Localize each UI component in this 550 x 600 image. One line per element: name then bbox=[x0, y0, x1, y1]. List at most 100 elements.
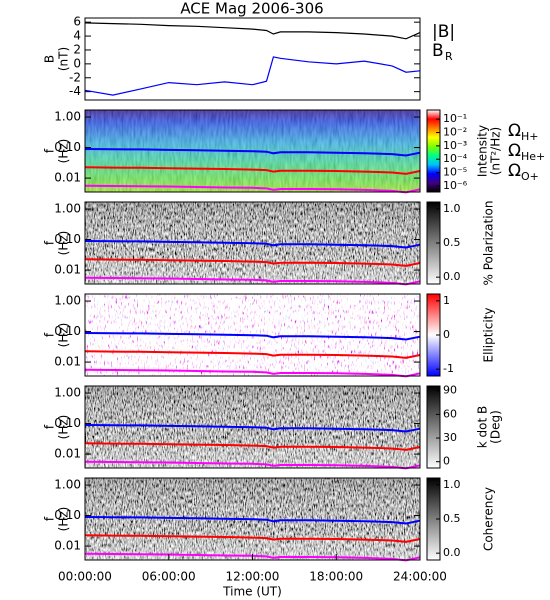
y-axis-label: f bbox=[43, 516, 57, 521]
y-tick-label: 0.01 bbox=[54, 447, 81, 461]
legend-label: |B| bbox=[432, 22, 455, 42]
plot-frame bbox=[84, 385, 421, 469]
colorbar-tick-label: 0 bbox=[443, 328, 450, 341]
x-tick-label: 18:00:00 bbox=[309, 570, 363, 584]
series-line bbox=[84, 240, 421, 249]
y-tick-label: 1.00 bbox=[54, 478, 81, 492]
colorbar-tick-label: 0.0 bbox=[443, 270, 461, 283]
series-line bbox=[84, 148, 421, 157]
y-axis-label: (Hz) bbox=[57, 415, 71, 440]
y-tick-label: 0.10 bbox=[54, 140, 81, 154]
y-tick-label: 1.00 bbox=[54, 294, 81, 308]
plot-frame bbox=[84, 17, 421, 101]
series-line bbox=[84, 166, 421, 175]
colorbar-tick-label: 60 bbox=[443, 407, 457, 420]
colorbar-tick-label: 30 bbox=[443, 431, 457, 444]
series-line bbox=[84, 460, 421, 470]
y-tick-label: -2 bbox=[69, 70, 81, 84]
y-tick-label: 1.00 bbox=[54, 202, 81, 216]
x-axis-label: Time (UT) bbox=[222, 585, 282, 599]
y-axis-label: B bbox=[43, 55, 57, 63]
y-tick-label: -4 bbox=[69, 84, 81, 98]
colorbar-label: Ellipticity bbox=[482, 308, 496, 363]
y-tick-label: 0.10 bbox=[54, 416, 81, 430]
series-line bbox=[84, 276, 421, 286]
x-tick-label: 24:00:00 bbox=[393, 570, 447, 584]
series-line bbox=[84, 184, 421, 194]
series-line bbox=[84, 442, 421, 451]
y-tick-label: 0.01 bbox=[54, 355, 81, 369]
y-tick-label: 0.10 bbox=[54, 324, 81, 338]
y-tick-label: 0.01 bbox=[54, 263, 81, 277]
colorbar-tick-label: 0.0 bbox=[443, 546, 461, 559]
colorbar-label: % Polarization bbox=[482, 201, 496, 286]
colorbar-label: Intensity bbox=[476, 125, 490, 177]
y-tick-label: 0.01 bbox=[54, 171, 81, 185]
colorbar-tick-label: 0.5 bbox=[443, 236, 461, 249]
y-axis-label: f bbox=[43, 332, 57, 337]
series-line bbox=[84, 258, 421, 267]
series-line bbox=[84, 424, 421, 433]
colorbar bbox=[426, 385, 441, 469]
y-tick-label: 1.00 bbox=[54, 386, 81, 400]
series-line bbox=[84, 534, 421, 543]
colorbar-label: Coherency bbox=[482, 487, 496, 551]
colorbar-tick-label: 10⁻¹ bbox=[443, 112, 467, 125]
series-line bbox=[84, 22, 421, 40]
legend-subscript: He+ bbox=[521, 150, 545, 163]
colorbar-tick-label: 1.0 bbox=[443, 478, 461, 491]
colorbar-label: k dot B bbox=[476, 406, 490, 448]
y-tick-label: 4 bbox=[73, 29, 81, 43]
colorbar-label: (Deg) bbox=[489, 410, 503, 444]
y-axis-label: f bbox=[43, 148, 57, 153]
y-axis-label: (Hz) bbox=[57, 507, 71, 532]
plot-frame bbox=[84, 109, 421, 193]
x-tick-label: 12:00:00 bbox=[226, 570, 280, 584]
colorbar-tick-label: 10⁻⁴ bbox=[443, 152, 468, 165]
y-axis-label: f bbox=[43, 240, 57, 245]
y-tick-label: 0 bbox=[73, 56, 81, 70]
colorbar-tick-label: 10⁻² bbox=[443, 126, 467, 139]
legend-label: Ω bbox=[508, 121, 521, 141]
y-axis-label: (Hz) bbox=[57, 231, 71, 256]
series-line bbox=[84, 332, 421, 341]
colorbar-tick-label: -1 bbox=[443, 362, 454, 375]
x-tick-label: 06:00:00 bbox=[142, 570, 196, 584]
series-line bbox=[84, 368, 421, 378]
y-tick-label: 2 bbox=[73, 42, 81, 56]
colorbar-tick-label: 10⁻⁵ bbox=[443, 166, 467, 179]
y-axis-label: (nT) bbox=[57, 47, 71, 71]
colorbar-tick-label: 0.5 bbox=[443, 512, 461, 525]
legend-subscript: O+ bbox=[521, 170, 539, 183]
legend-subscript: H+ bbox=[521, 130, 539, 143]
colorbar-tick-label: 0 bbox=[443, 455, 450, 468]
x-tick-label: 00:00:00 bbox=[58, 570, 112, 584]
colorbar-tick-label: 1 bbox=[443, 294, 450, 307]
y-axis-label: (Hz) bbox=[57, 139, 71, 164]
series-line bbox=[84, 516, 421, 525]
y-tick-label: 6 bbox=[73, 15, 81, 29]
y-axis-label: f bbox=[43, 424, 57, 429]
y-tick-label: 0.01 bbox=[54, 539, 81, 553]
y-tick-label: 0.10 bbox=[54, 508, 81, 522]
series-line bbox=[84, 56, 421, 96]
colorbar-tick-label: 10⁻³ bbox=[443, 139, 467, 152]
colorbar-label: (nT²/Hz) bbox=[489, 127, 503, 175]
legend-label: Ω bbox=[508, 141, 521, 161]
y-tick-label: 0.10 bbox=[54, 232, 81, 246]
chart-title: ACE Mag 2006-306 bbox=[180, 0, 323, 18]
colorbar-tick-label: 10⁻⁶ bbox=[443, 179, 468, 192]
y-axis-label: (Hz) bbox=[57, 323, 71, 348]
series-line bbox=[84, 350, 421, 359]
legend-subscript: R bbox=[445, 50, 453, 63]
legend-label: Ω bbox=[508, 161, 521, 181]
colorbar bbox=[426, 109, 441, 193]
colorbar-tick-label: 90 bbox=[443, 384, 457, 397]
plot-frame bbox=[84, 201, 421, 285]
series-line bbox=[84, 552, 421, 562]
colorbar-tick-label: 1.0 bbox=[443, 202, 461, 215]
legend-label: B bbox=[432, 41, 444, 61]
y-tick-label: 1.00 bbox=[54, 110, 81, 124]
plot-frame bbox=[84, 293, 421, 377]
